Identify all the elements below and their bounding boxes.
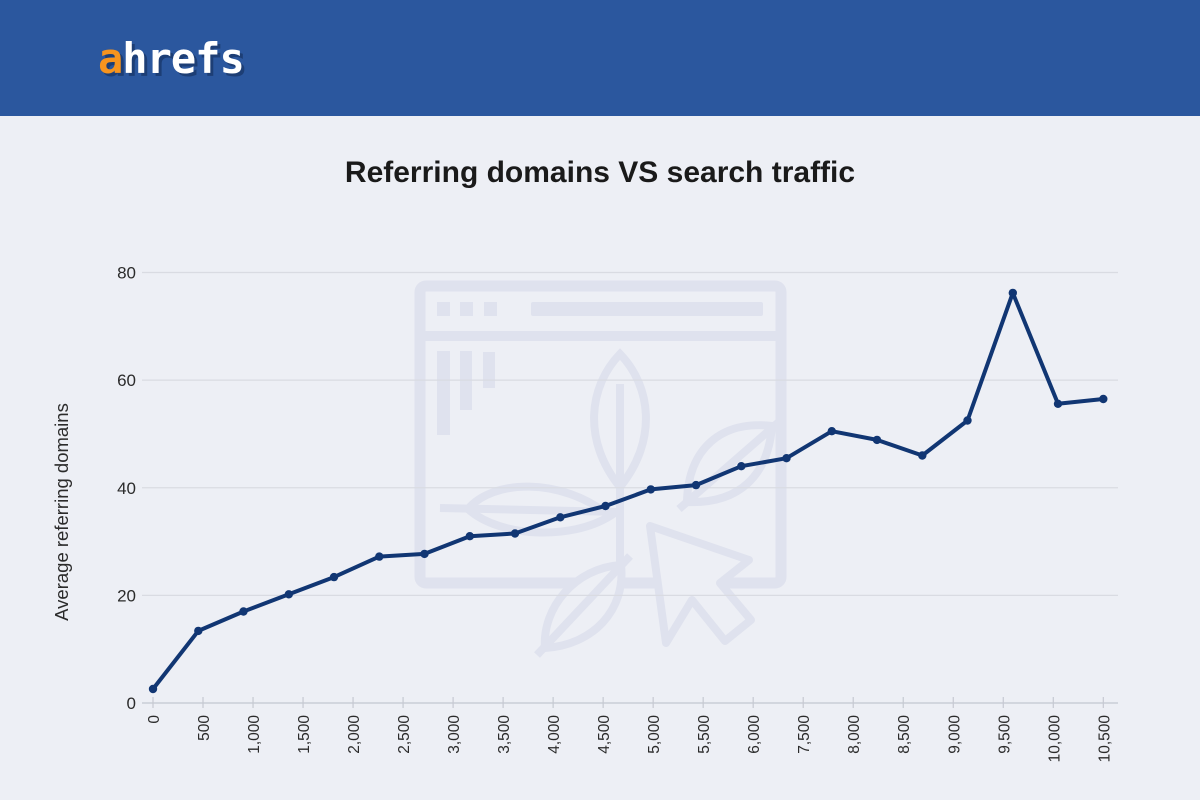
x-axis-tick-label: 5,000	[646, 715, 663, 754]
y-axis-tick-label: 40	[117, 479, 136, 498]
data-point	[601, 501, 610, 511]
data-point	[963, 416, 972, 425]
x-axis-tick-label: 9,000	[946, 715, 963, 754]
watermark-bar-3	[483, 352, 495, 388]
watermark-leaf-up	[590, 348, 650, 574]
x-axis-tick-label: 6,000	[746, 715, 763, 754]
x-axis-tick-label: 8,500	[896, 715, 913, 754]
x-axis-tick-label: 3,000	[446, 715, 463, 754]
data-point	[465, 532, 474, 541]
x-axis-tick-label: 3,500	[496, 715, 513, 754]
data-point	[1053, 399, 1063, 408]
data-point	[284, 590, 293, 599]
x-axis-tick-label: 7,500	[796, 715, 813, 754]
x-axis-tick-label: 1,000	[246, 715, 263, 754]
data-point	[691, 480, 701, 490]
data-point	[646, 485, 655, 494]
x-axis-tick-label: 9,500	[996, 715, 1013, 754]
header-bar: ahrefs	[0, 0, 1200, 116]
watermark-cursor-icon	[646, 522, 755, 647]
y-axis-tick-label: 20	[117, 586, 136, 605]
x-axis-tick-label: 8,000	[846, 715, 863, 754]
data-point	[918, 451, 927, 460]
watermark-bar-1	[437, 351, 450, 435]
data-line	[151, 290, 1106, 691]
data-point	[827, 427, 836, 436]
watermark-leaf-right	[676, 417, 783, 513]
logo-letters-hrefs: hrefs	[122, 34, 244, 83]
data-point	[194, 626, 203, 636]
y-axis-title: Average referring domains	[51, 403, 72, 621]
data-point	[1099, 394, 1108, 404]
y-axis-tick-label: 60	[117, 371, 136, 390]
data-point	[420, 549, 429, 559]
x-axis-tick-label: 2,500	[396, 715, 413, 754]
x-axis-tick-label: 1,500	[296, 715, 313, 754]
x-axis-tick-label: 10,000	[1046, 715, 1063, 763]
data-point	[1008, 288, 1017, 298]
ahrefs-logo: ahrefs	[98, 38, 245, 80]
logo-letter-a: a	[98, 34, 123, 83]
data-point	[510, 529, 520, 538]
data-point	[329, 572, 339, 582]
data-point	[556, 513, 565, 522]
data-point	[148, 684, 158, 694]
data-point	[239, 607, 248, 616]
x-axis-tick-label: 4,000	[546, 715, 563, 754]
data-point	[782, 454, 791, 463]
data-point	[872, 435, 882, 445]
x-axis-tick-label: 5,500	[696, 715, 713, 754]
data-point	[375, 552, 384, 561]
x-axis-tick-label: 4,500	[596, 715, 613, 754]
x-axis-tick-label: 0	[146, 715, 163, 724]
data-point	[737, 462, 746, 471]
x-axis-tick-label: 10,500	[1096, 715, 1113, 763]
chart-title: Referring domains VS search traffic	[344, 156, 856, 189]
y-axis-tick-label: 0	[127, 694, 136, 713]
x-axis-tick-label: 2,000	[346, 715, 363, 754]
x-axis-tick-label: 500	[196, 715, 213, 741]
watermark-leaf-bottom	[534, 553, 633, 658]
watermark-window-controls	[437, 302, 763, 435]
y-axis-tick-label: 80	[117, 264, 136, 283]
